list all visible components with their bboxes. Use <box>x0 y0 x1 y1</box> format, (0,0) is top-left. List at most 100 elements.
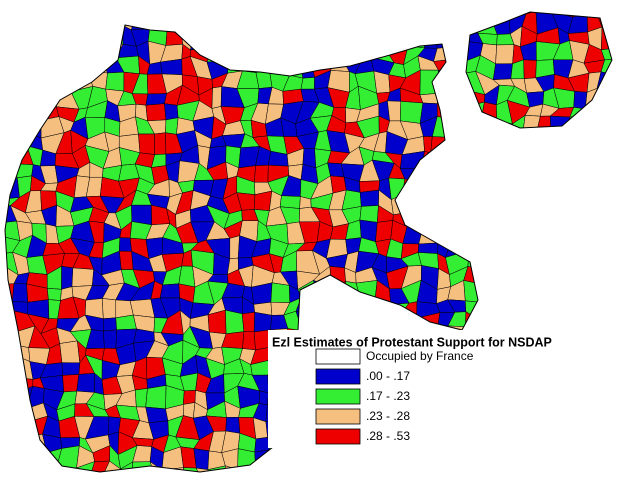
district <box>375 220 394 242</box>
district <box>445 145 470 167</box>
district <box>5 101 16 124</box>
district <box>570 446 588 468</box>
district <box>491 145 510 169</box>
district <box>267 464 288 472</box>
district <box>134 12 149 19</box>
district <box>539 385 556 410</box>
district <box>13 408 28 423</box>
district <box>42 29 59 50</box>
district <box>433 179 453 197</box>
district <box>313 279 333 305</box>
district <box>72 46 91 58</box>
district <box>145 12 168 19</box>
district <box>596 12 612 15</box>
district <box>505 205 528 228</box>
district <box>586 191 604 213</box>
district <box>14 32 28 46</box>
district <box>525 177 543 198</box>
district <box>594 99 612 122</box>
district <box>251 57 270 73</box>
district <box>505 300 529 315</box>
district <box>86 56 108 74</box>
district <box>584 107 603 116</box>
district <box>459 224 480 239</box>
district <box>402 190 422 214</box>
district <box>580 177 604 193</box>
district <box>597 325 612 351</box>
district <box>610 347 612 365</box>
district <box>550 279 573 299</box>
district <box>195 467 210 472</box>
district <box>241 311 255 333</box>
district <box>430 453 455 462</box>
district <box>190 27 214 51</box>
district <box>540 297 553 320</box>
district <box>617 326 627 348</box>
district <box>362 39 374 58</box>
district <box>554 385 574 410</box>
district <box>510 466 528 472</box>
district <box>115 12 140 19</box>
district <box>279 195 301 209</box>
district <box>242 331 256 351</box>
district <box>434 476 455 480</box>
district <box>103 317 117 332</box>
district <box>221 28 242 50</box>
district <box>435 25 456 49</box>
district <box>580 251 605 274</box>
district <box>133 475 155 480</box>
district <box>491 196 515 214</box>
district <box>509 420 527 436</box>
district <box>447 12 469 19</box>
district <box>537 264 552 291</box>
district <box>565 387 587 405</box>
district <box>494 132 515 151</box>
legend-swatch <box>315 368 361 385</box>
district <box>594 403 612 422</box>
district <box>421 150 440 169</box>
district <box>552 360 576 381</box>
district <box>540 447 557 468</box>
district <box>225 309 245 335</box>
district <box>611 195 612 215</box>
district <box>573 176 588 200</box>
district <box>539 402 560 425</box>
district <box>584 387 604 409</box>
district <box>580 238 604 261</box>
district <box>344 299 364 318</box>
district <box>433 460 456 472</box>
district <box>154 132 167 155</box>
district <box>433 12 451 19</box>
district <box>388 13 404 35</box>
district <box>579 151 600 170</box>
district <box>56 12 78 19</box>
district <box>5 27 17 46</box>
district <box>105 71 125 92</box>
district <box>520 464 544 472</box>
district <box>526 160 543 184</box>
district <box>521 313 542 332</box>
district <box>257 475 275 480</box>
district <box>505 131 524 156</box>
district <box>402 178 425 195</box>
district <box>417 190 440 214</box>
district <box>580 264 605 288</box>
district <box>100 12 118 20</box>
district <box>298 44 318 60</box>
district <box>586 435 604 455</box>
district <box>615 265 627 283</box>
district <box>536 438 553 455</box>
district <box>420 179 440 193</box>
district <box>476 466 493 472</box>
district <box>568 325 582 349</box>
district <box>267 449 288 468</box>
district <box>145 103 167 122</box>
legend-swatch <box>315 408 361 425</box>
district <box>572 264 584 281</box>
district <box>71 55 89 79</box>
district <box>61 362 81 376</box>
district <box>594 130 612 152</box>
district <box>41 39 62 62</box>
district <box>236 12 255 20</box>
